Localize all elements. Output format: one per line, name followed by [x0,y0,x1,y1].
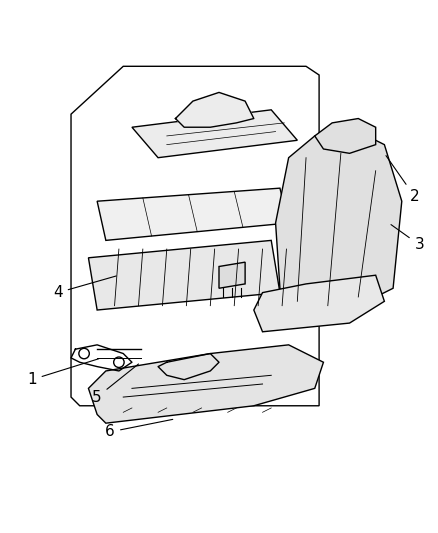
Polygon shape [276,127,402,319]
Text: 2: 2 [386,156,420,204]
Text: 4: 4 [53,276,116,300]
Polygon shape [88,240,280,310]
Text: 5: 5 [92,364,138,405]
Polygon shape [219,262,245,288]
Polygon shape [254,275,385,332]
Polygon shape [88,345,323,423]
Text: 1: 1 [27,359,99,387]
Polygon shape [132,110,297,158]
Polygon shape [315,118,376,154]
Text: 3: 3 [391,224,424,252]
Polygon shape [97,188,289,240]
Text: 6: 6 [105,419,173,439]
Polygon shape [176,92,254,127]
